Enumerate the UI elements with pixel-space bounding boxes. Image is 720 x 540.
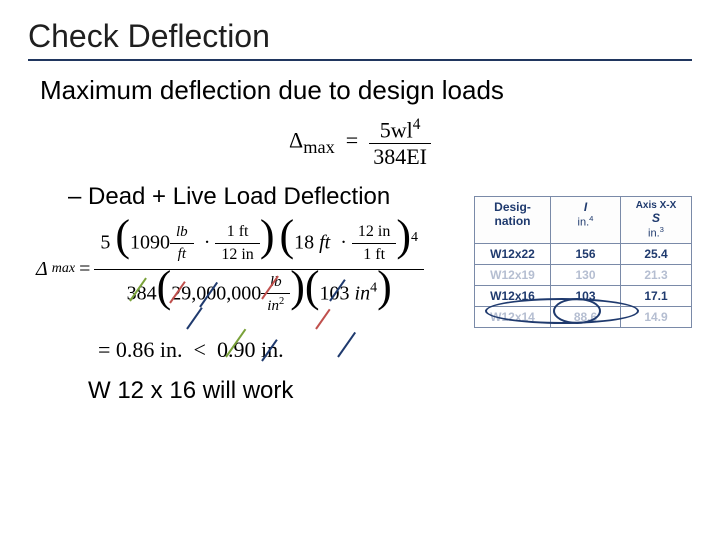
formula-main: Δmax = 5wl4 384EI [28,116,692,169]
th-designation: Desig- nation [475,197,551,244]
table-row: W12x1610317.1 [475,286,691,307]
delta-symbol: Δ [289,128,303,153]
th-S: S [623,211,689,225]
cell-designation: W12x14 [475,307,551,327]
formula-num: 5wl [380,117,413,142]
section-table: Desig- nation I in.4 Axis X-X S in.3 W12… [474,196,692,328]
th-S-exp: 3 [660,225,664,234]
conclusion: W 12 x 16 will work [88,377,692,405]
eq-span: 18 [294,231,314,253]
title-rule [28,59,692,61]
cell-designation: W12x16 [475,286,551,307]
cell-I: 103 [551,286,621,307]
cell-I: 156 [551,244,621,265]
eq-conv2-den: 1 ft [363,246,385,263]
eq-pow4: 4 [411,230,418,245]
eq-delta-sub: max [52,261,75,277]
eq-I-unit: in [355,282,371,304]
eq-E-unit-den: in [267,298,279,314]
formula-fraction: 5wl4 384EI [369,116,431,169]
cell-S: 25.4 [621,244,691,265]
cell-designation: W12x22 [475,244,551,265]
eq-equals: = [79,258,90,281]
eq-load-unit-den: ft [170,244,194,265]
cell-designation: W12x19 [475,265,551,286]
th-axis: Axis X-X [623,200,689,211]
table-row: W12x1913021.3 [475,265,691,286]
table-row: W12x2215625.4 [475,244,691,265]
subtitle: Maximum deflection due to design loads [40,75,692,106]
th-I: I [553,200,618,214]
th-I-exp: 4 [589,214,593,223]
table-row: W12x1488.614.9 [475,307,691,327]
cell-S: 21.3 [621,265,691,286]
eq-E-unit-exp: 2 [279,296,284,307]
table-body: W12x2215625.4W12x1913021.3W12x1610317.1W… [475,244,691,327]
th-I-unit: in. [578,217,590,229]
eq-delta: Δ [36,258,48,281]
result-line: = 0.86 in. < 0.90 in. [98,337,692,363]
cell-S: 17.1 [621,286,691,307]
eq-span-unit: ft [319,231,330,253]
cell-I: 88.6 [551,307,621,327]
eq-load: 1090 [130,231,170,253]
cell-I: 130 [551,265,621,286]
delta-sub: max [303,137,335,157]
result-val: 0.86 in. [116,337,183,362]
eq-load-unit-num: lb [170,222,194,244]
page-title: Check Deflection [28,18,692,55]
eq-conv2-num: 12 in [358,223,390,240]
th-S-unit: in. [648,228,660,240]
eq-I-exp: 4 [370,280,377,295]
slide: Check Deflection Maximum deflection due … [0,0,720,540]
eq-bigfrac: 5 (1090lbft · 1 ft12 in) (18 ft · 12 in1… [94,219,424,319]
result-lt: < [194,337,206,362]
cell-S: 14.9 [621,307,691,327]
formula-den: 384EI [369,144,431,169]
result-eq: = [98,337,110,362]
eq-conv1-den: 12 in [221,246,253,263]
formula-num-exp: 4 [413,116,421,133]
eq-five: 5 [100,231,110,253]
eq-conv1-num: 1 ft [227,223,249,240]
